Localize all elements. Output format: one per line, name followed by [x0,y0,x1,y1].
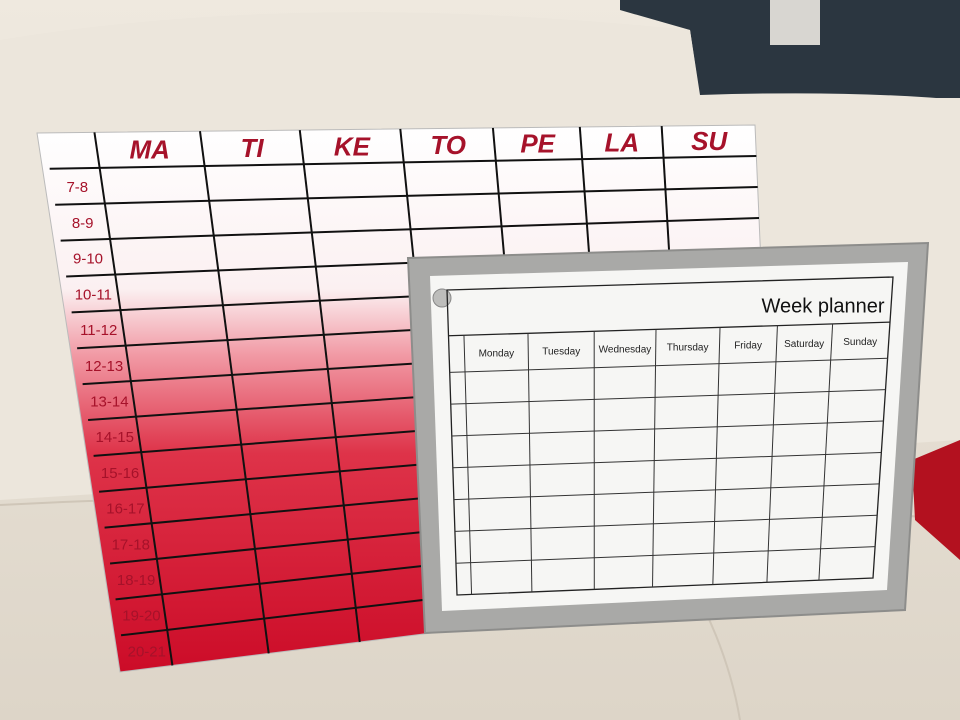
week-planner-whiteboard: Week planner Monday Tuesday Wednesday Thursd… [406,241,930,635]
hour-label: 15-16 [101,465,139,482]
day-header: LA [604,127,639,157]
hour-label: 16-17 [106,501,144,518]
red-cushion [912,440,960,560]
planner-day-header: Friday [734,341,762,352]
magnet [432,288,452,308]
planner-column-line [766,325,778,583]
day-header: SU [691,126,728,156]
hour-label: 17-18 [112,536,150,553]
hour-label: 19-20 [122,608,160,625]
hour-label: 13-14 [90,393,128,410]
day-header: KE [334,131,371,161]
hour-label: 7-8 [66,179,88,196]
hour-label: 9-10 [73,251,103,268]
dark-wall [620,0,960,98]
hour-label: 14-15 [96,429,134,446]
planner-row-line [449,357,888,373]
title-divider [448,321,891,337]
grid-column-line [298,129,361,643]
planner-row-line [453,483,880,501]
planner-title: Week planner [762,295,885,317]
planner-row-line [452,451,882,469]
planner-column-line [527,333,533,592]
hour-label: 12-13 [85,358,123,375]
hour-label: 20-21 [128,643,166,660]
planner-row-line [450,389,886,405]
planner-day-header: Tuesday [542,347,580,358]
wall-switch [770,0,820,45]
planner-column-line [818,323,834,581]
hour-label: 8-9 [72,215,94,232]
hour-label: 10-11 [75,286,112,303]
planner-day-header: Sunday [843,337,877,348]
hour-label: 11-12 [80,322,117,339]
day-header: TI [240,133,264,163]
grid-column-line [198,131,270,654]
planner-row-line [454,514,878,532]
planner-paper [430,262,908,611]
planner-border [446,276,894,596]
day-header: TO [430,130,466,160]
planner-day-header: Wednesday [599,345,652,356]
planner-day-header: Thursday [667,343,709,354]
planner-column-line [652,329,657,588]
planner-column-line [712,327,721,585]
day-header: PE [520,129,555,159]
planner-column-line [463,335,473,595]
planner-day-header: Saturday [784,339,824,350]
planner-row-line [455,546,876,564]
hour-label: 18-19 [117,572,155,589]
grid-column-line [93,132,174,666]
planner-day-header: Monday [479,349,515,360]
day-header: MA [129,134,169,164]
planner-row-line [451,420,884,437]
